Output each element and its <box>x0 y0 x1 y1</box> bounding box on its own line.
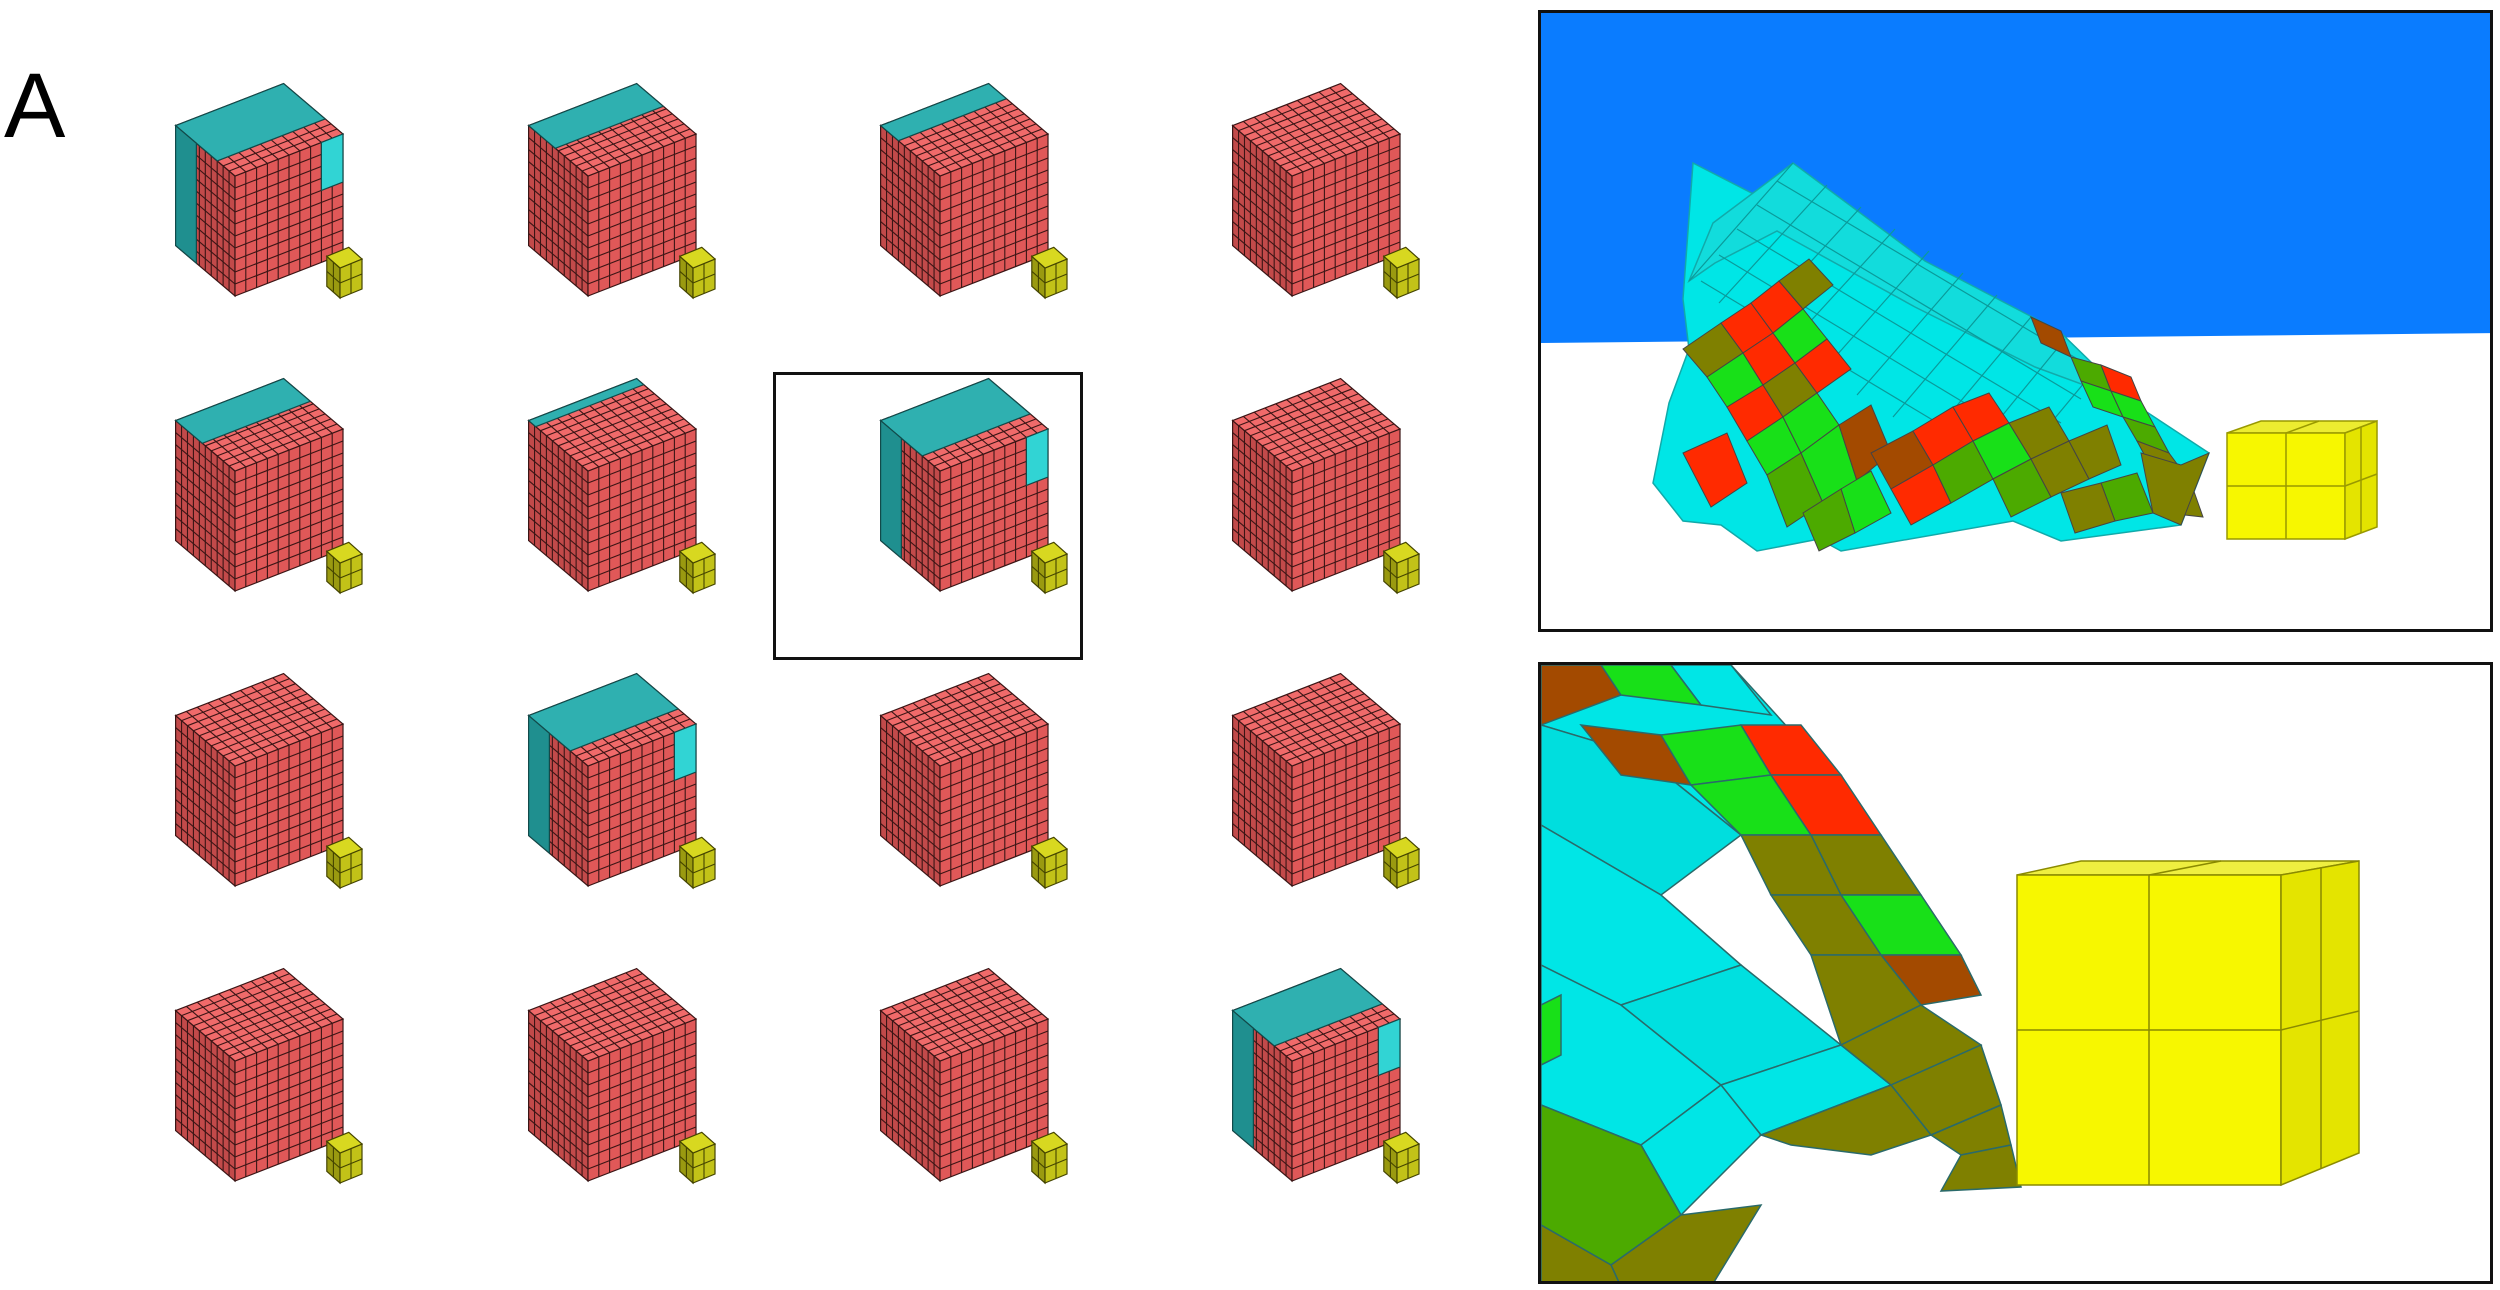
teal-region <box>673 723 697 782</box>
voxel-cell-7 <box>800 377 1150 687</box>
small-cube-top <box>1030 541 1069 564</box>
small-cube-top <box>325 246 364 269</box>
small-yellow-cube <box>2226 419 2378 541</box>
teal-region <box>1231 967 1384 1047</box>
teal-region <box>879 377 1032 457</box>
voxel-structure <box>174 377 364 595</box>
base-voxels <box>1802 392 2122 552</box>
voxel-structure <box>1231 967 1421 1185</box>
voxel-structure <box>879 967 1069 1185</box>
teal-region <box>527 377 645 428</box>
teal-region <box>174 124 197 265</box>
voxel-cell-2 <box>448 82 798 392</box>
voxel-cell-16 <box>1152 967 1502 1277</box>
voxel-structure <box>174 967 364 1185</box>
teal-region <box>320 133 344 192</box>
small-cube-top <box>1030 836 1069 859</box>
voxel-structure <box>527 672 717 890</box>
voxel-structure <box>527 967 717 1185</box>
small-cube-top <box>678 246 717 269</box>
voxel-cell-15 <box>800 967 1150 1277</box>
voxel-cell-10 <box>448 672 798 982</box>
small-cube-top <box>325 836 364 859</box>
small-cube-top <box>678 541 717 564</box>
voxel-structure <box>174 672 364 890</box>
voxel-structure <box>527 377 717 595</box>
voxel-structure <box>527 82 717 300</box>
structure-upper-plane <box>1687 162 2134 404</box>
voxel-structure <box>1231 377 1421 595</box>
left-leg-voxels <box>1682 258 1892 528</box>
teal-region <box>879 419 902 560</box>
voxel-structure <box>879 377 1069 595</box>
small-cube-top <box>678 836 717 859</box>
voxel-cell-8 <box>1152 377 1502 687</box>
teal-region <box>527 82 665 149</box>
voxel-cell-3 <box>800 82 1150 392</box>
voxel-structure <box>879 82 1069 300</box>
highlight-box <box>773 372 1083 660</box>
voxel-structure <box>174 82 364 300</box>
teal-region <box>1231 1009 1254 1150</box>
voxel-structure <box>1231 672 1421 890</box>
voxel-cell-5 <box>95 377 445 687</box>
teal-region <box>1377 1018 1401 1077</box>
small-cube-top <box>1030 246 1069 269</box>
voxel-cell-4 <box>1152 82 1502 392</box>
small-cube-top <box>1382 541 1421 564</box>
teal-region <box>879 82 1008 142</box>
voxel-cell-14 <box>448 967 798 1277</box>
small-cube-top <box>1382 1131 1421 1154</box>
small-cube-top <box>325 1131 364 1154</box>
teal-region <box>527 672 680 752</box>
panel-label-a: A <box>4 55 66 157</box>
teal-region <box>174 377 312 444</box>
small-cube-top <box>325 541 364 564</box>
large-yellow-cube <box>2016 860 2360 1187</box>
small-cube-top <box>1382 246 1421 269</box>
voxel-cell-9 <box>95 672 445 982</box>
voxel-structure <box>879 672 1069 890</box>
panel-c-render <box>1538 662 2493 1284</box>
voxel-cell-11 <box>800 672 1150 982</box>
teal-region <box>174 82 327 162</box>
teal-region <box>1025 428 1049 487</box>
voxel-cell-6 <box>448 377 798 687</box>
small-cube-top <box>1382 836 1421 859</box>
voxel-cell-12 <box>1152 672 1502 982</box>
voxel-cell-1 <box>95 82 445 392</box>
voxel-cell-13 <box>95 967 445 1277</box>
right-voxels <box>2030 316 2210 534</box>
panel-b-render <box>1538 10 2493 632</box>
zoomed-structure <box>1541 665 2022 1281</box>
teal-region <box>527 714 550 855</box>
voxel-structure <box>1231 82 1421 300</box>
small-cube-top <box>1030 1131 1069 1154</box>
small-cube-top <box>678 1131 717 1154</box>
